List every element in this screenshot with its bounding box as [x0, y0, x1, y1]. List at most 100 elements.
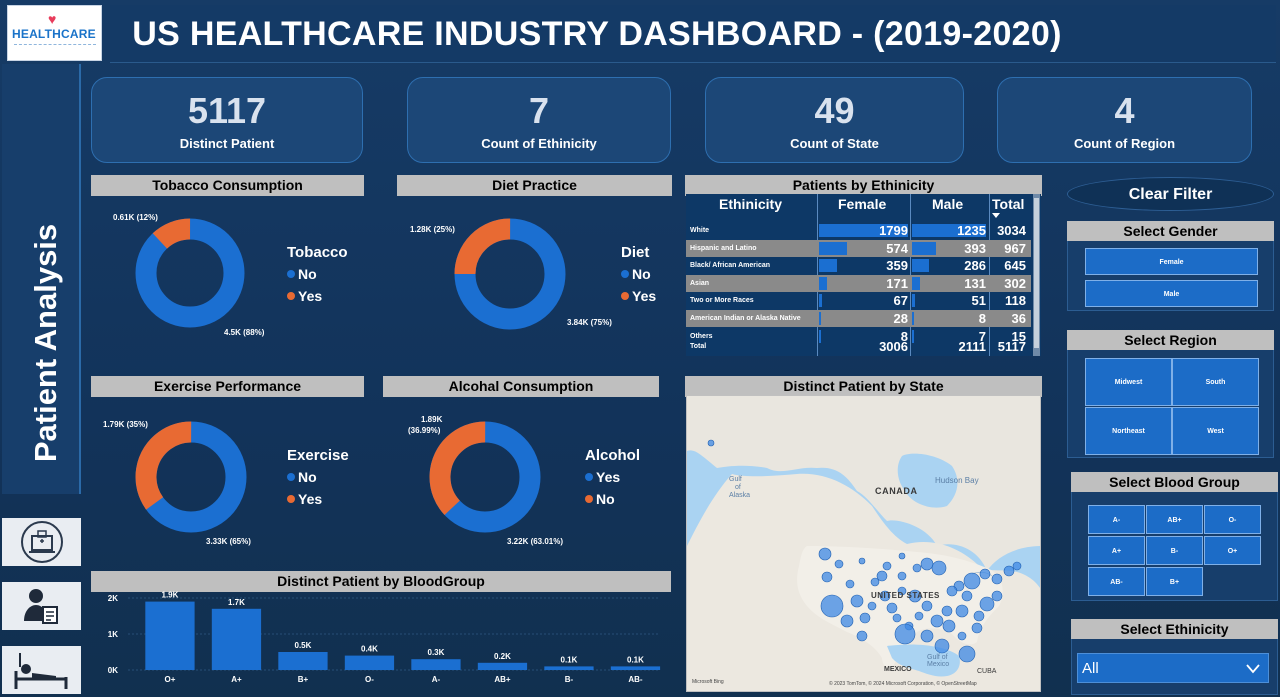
state-bubble[interactable] [908, 589, 922, 603]
state-bubble[interactable] [707, 439, 715, 447]
bar[interactable] [211, 608, 262, 670]
state-bubble[interactable] [973, 610, 985, 622]
state-bubble[interactable] [971, 622, 983, 634]
state-bubble[interactable] [894, 623, 916, 645]
state-bubble[interactable] [941, 605, 953, 617]
blood-a-pos-button[interactable]: A+ [1088, 536, 1145, 565]
state-bubble[interactable] [979, 596, 995, 612]
state-bubble[interactable] [942, 619, 956, 633]
table-row[interactable]: Asian 171 131 302 [686, 274, 1031, 292]
male-bar [912, 224, 986, 237]
blood-b-pos-button[interactable]: B+ [1146, 567, 1203, 596]
blood-a-neg-button[interactable]: A- [1088, 505, 1145, 534]
state-bubble[interactable] [834, 559, 844, 569]
female-bar [819, 294, 822, 308]
y-tick-label: 2K [108, 594, 118, 603]
state-bubble[interactable] [840, 614, 854, 628]
male-bar [912, 294, 915, 308]
state-bubble[interactable] [921, 600, 933, 612]
x-tick-label: B+ [298, 675, 309, 684]
state-bubble[interactable] [892, 613, 902, 623]
state-bubble[interactable] [930, 614, 944, 628]
state-map[interactable]: CANADA Hudson Bay Gulf of Alaska UNITED … [686, 395, 1041, 692]
bar[interactable] [477, 662, 528, 670]
state-bubble[interactable] [845, 579, 855, 589]
kpi-count-ethnicity: 7 Count of Ethinicity [407, 77, 671, 163]
state-bubble[interactable] [1012, 561, 1022, 571]
state-bubble[interactable] [821, 571, 833, 583]
blood-ab-pos-button[interactable]: AB+ [1146, 505, 1203, 534]
col-header-female[interactable]: Female [838, 196, 887, 212]
table-row[interactable]: Two or More Races 67 51 118 [686, 292, 1031, 309]
table-row[interactable]: Others 8 7 15 [686, 328, 1031, 345]
state-bubble[interactable] [876, 570, 888, 582]
state-bubble[interactable] [958, 645, 976, 663]
col-header-ethnicity[interactable]: Ethinicity [719, 196, 783, 212]
male-bar [912, 259, 929, 273]
blood-b-neg-button[interactable]: B- [1146, 536, 1203, 565]
ethnicity-dropdown[interactable]: All [1077, 653, 1269, 683]
bar[interactable] [544, 666, 594, 670]
bar[interactable] [145, 601, 195, 670]
state-bubble[interactable] [882, 561, 892, 571]
state-bubble[interactable] [979, 568, 991, 580]
blood-o-neg-button[interactable]: O- [1204, 505, 1261, 534]
bar[interactable] [344, 655, 395, 670]
table-row[interactable]: Black/ African American 359 286 645 [686, 257, 1031, 274]
col-header-male[interactable]: Male [932, 196, 964, 212]
state-bubble[interactable] [963, 572, 981, 590]
state-bubble[interactable] [955, 604, 969, 618]
col-header-total[interactable]: Total [992, 196, 1025, 212]
state-bubble[interactable] [867, 601, 877, 611]
state-bubble[interactable] [991, 573, 1003, 585]
bar[interactable] [278, 652, 328, 670]
state-bubble[interactable] [898, 552, 906, 560]
state-bubble[interactable] [859, 612, 871, 624]
blood-ab-neg-button[interactable]: AB- [1088, 567, 1145, 596]
state-bubble[interactable] [914, 611, 924, 621]
table-row[interactable]: American Indian or Alaska Native 28 8 36 [686, 310, 1031, 327]
bar[interactable] [610, 666, 661, 670]
state-bubble[interactable] [961, 590, 973, 602]
gender-male-button[interactable]: Male [1085, 280, 1258, 307]
state-bubble[interactable] [897, 586, 907, 596]
state-bubble[interactable] [856, 630, 868, 642]
state-bubble[interactable] [991, 590, 1003, 602]
state-bubble[interactable] [934, 638, 950, 654]
legend-label: Yes [632, 288, 657, 304]
region-west-button[interactable]: West [1172, 407, 1259, 455]
state-bubble[interactable] [886, 602, 898, 614]
clear-filter-button[interactable]: Clear Filter [1067, 177, 1274, 211]
state-bubble[interactable] [879, 590, 891, 602]
state-bubble[interactable] [818, 547, 832, 561]
scrollbar-thumb[interactable] [1034, 198, 1039, 348]
state-bubble[interactable] [946, 585, 958, 597]
state-bubble[interactable] [897, 571, 907, 581]
table-row[interactable]: White 1799 1235 3034 [686, 222, 1031, 239]
state-bubble[interactable] [850, 594, 864, 608]
state-bubble[interactable] [1003, 565, 1015, 577]
state-bubble[interactable] [912, 563, 922, 573]
state-bubble[interactable] [858, 557, 866, 565]
region-northeast-button[interactable]: Northeast [1085, 407, 1172, 455]
nav-patient-button[interactable] [2, 582, 81, 630]
state-bubble[interactable] [920, 557, 934, 571]
state-bubble[interactable] [931, 560, 947, 576]
region-south-button[interactable]: South [1172, 358, 1259, 406]
state-bubble[interactable] [957, 631, 967, 641]
state-bubble[interactable] [820, 594, 844, 618]
state-bubble[interactable] [870, 577, 880, 587]
bar[interactable] [411, 659, 461, 670]
exercise-legend-yes: Yes [287, 491, 322, 507]
gender-female-button[interactable]: Female [1085, 248, 1258, 275]
table-scrollbar[interactable] [1033, 194, 1040, 356]
x-tick-label: AB+ [494, 675, 511, 684]
nav-dashboard-button[interactable] [2, 518, 81, 566]
x-tick-label: O+ [165, 675, 176, 684]
nav-bed-button[interactable] [2, 646, 81, 694]
region-midwest-button[interactable]: Midwest [1085, 358, 1172, 406]
blood-o-pos-button[interactable]: O+ [1204, 536, 1261, 565]
state-bubble[interactable] [920, 629, 934, 643]
table-row[interactable]: Hispanic and Latino 574 393 967 [686, 239, 1031, 257]
